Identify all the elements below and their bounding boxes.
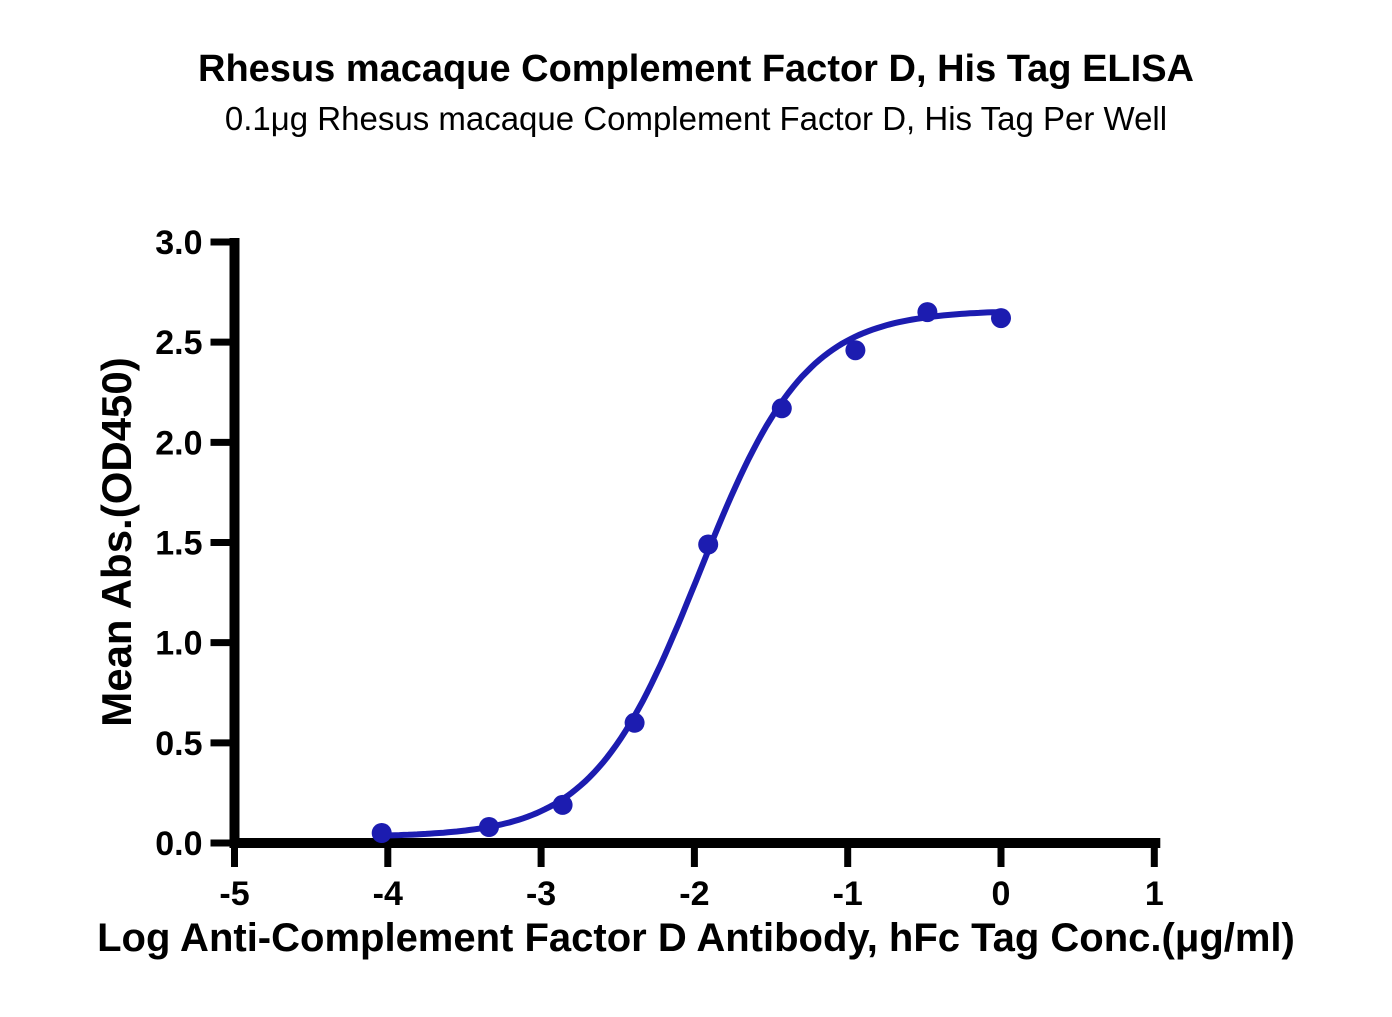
data-point xyxy=(698,534,719,555)
data-point xyxy=(845,340,866,361)
y-tick-label: 1.0 xyxy=(155,625,202,663)
x-tick-label: -1 xyxy=(833,875,863,913)
chart-title: Rhesus macaque Complement Factor D, His … xyxy=(198,48,1194,90)
fit-curve xyxy=(378,308,1004,839)
data-point xyxy=(771,398,792,419)
x-tick-label: -3 xyxy=(526,875,556,913)
y-tick-label: 1.5 xyxy=(155,525,202,563)
data-point xyxy=(917,302,938,323)
x-tick-label: -5 xyxy=(219,875,249,913)
x-axis-label: Log Anti-Complement Factor D Antibody, h… xyxy=(97,916,1295,960)
chart-subtitle: 0.1μg Rhesus macaque Complement Factor D… xyxy=(224,100,1168,137)
y-tick-label: 0.0 xyxy=(155,825,202,863)
y-tick-label: 0.5 xyxy=(155,725,202,763)
x-tick-label: -4 xyxy=(373,875,403,913)
y-tick-label: 3.0 xyxy=(155,224,202,262)
x-tick-label: 0 xyxy=(992,875,1011,913)
data-point xyxy=(552,794,573,815)
x-tick-label: -2 xyxy=(679,875,709,913)
y-tick-label: 2.0 xyxy=(155,424,202,462)
y-tick-label: 2.5 xyxy=(155,324,202,362)
data-point xyxy=(991,308,1011,329)
x-tick-label: 1 xyxy=(1145,875,1164,913)
data-point xyxy=(371,823,392,843)
data-point xyxy=(624,712,645,733)
data-point xyxy=(479,817,499,837)
